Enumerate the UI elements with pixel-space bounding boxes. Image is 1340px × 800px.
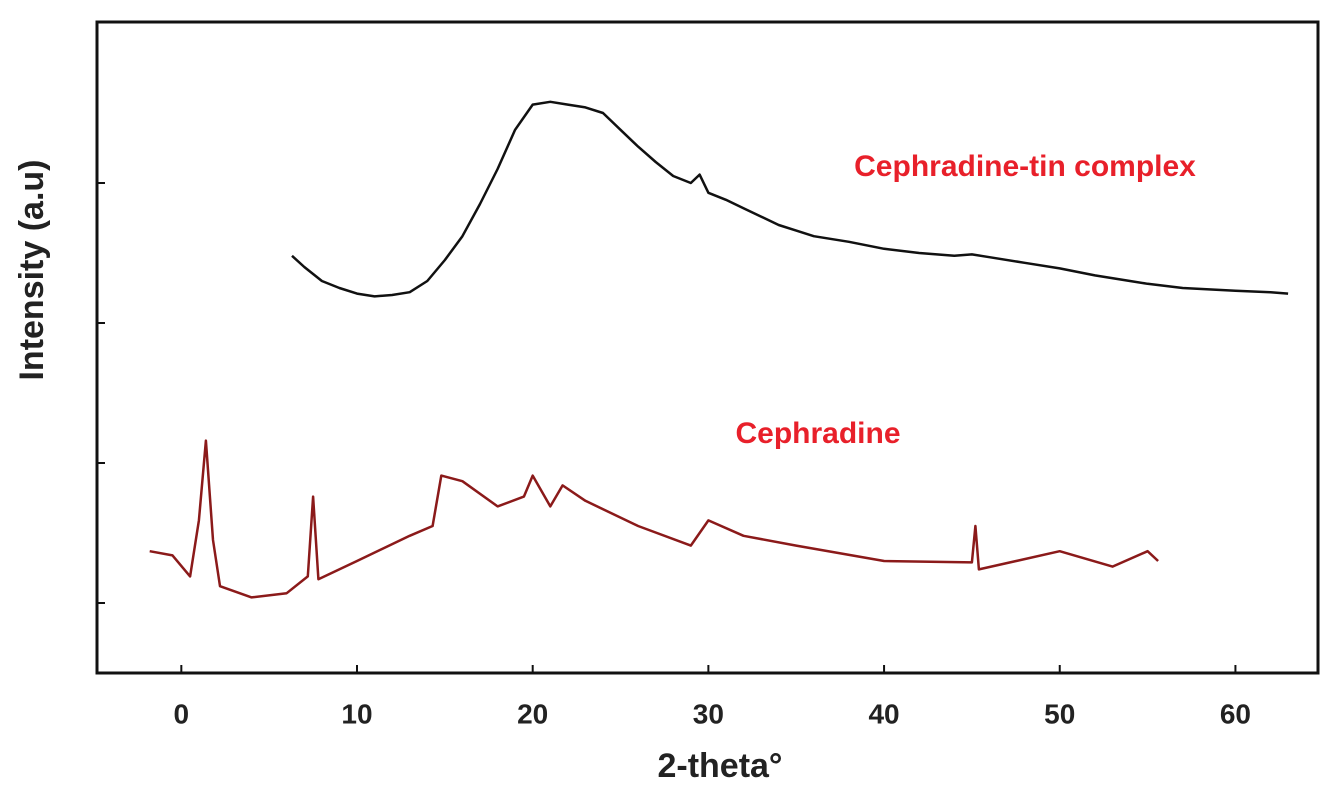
plot-frame [95, 20, 1320, 675]
series-label: Cephradine-tin complex [854, 150, 1196, 183]
x-tick-label: 40 [868, 698, 899, 729]
data-line [149, 439, 1159, 599]
x-tick-label: 30 [693, 698, 724, 729]
x-tick-label: 0 [174, 698, 190, 729]
x-tick-label: 10 [341, 698, 372, 729]
x-axis-label: 2-theta° [657, 747, 782, 785]
data-line [291, 100, 1289, 298]
x-tick-label: 20 [517, 698, 548, 729]
series-label: Cephradine [735, 417, 900, 450]
y-axis-label: Intensity (a.u) [13, 159, 51, 380]
x-tick-label: 60 [1220, 698, 1251, 729]
x-tick-label: 50 [1044, 698, 1075, 729]
